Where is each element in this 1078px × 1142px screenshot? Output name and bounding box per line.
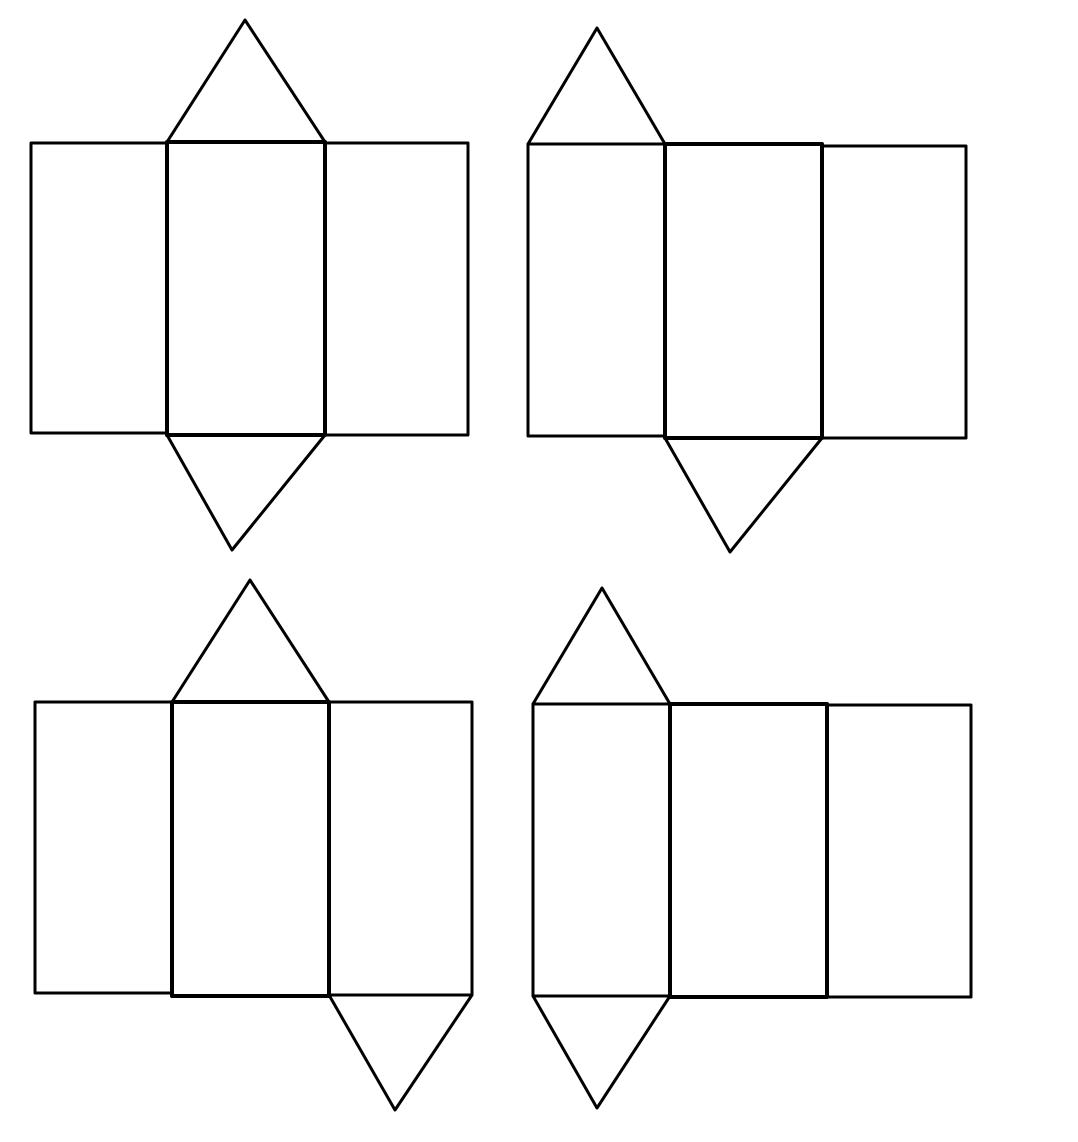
- net-3: [33, 578, 474, 1112]
- net-1-top-triangle: [165, 18, 327, 144]
- net-4-top-triangle: [531, 586, 672, 706]
- net-2-bottom-triangle: [663, 436, 824, 554]
- net-3-rect-3: [327, 700, 474, 997]
- net-2-top-triangle: [526, 26, 667, 146]
- net-2: [526, 26, 968, 554]
- net-1: [29, 18, 470, 552]
- net-4: [531, 586, 973, 1110]
- nets-layer: [29, 18, 973, 1112]
- net-2-rect-3: [820, 144, 968, 440]
- net-1-bottom-triangle: [165, 433, 327, 552]
- net-3-bottom-triangle: [327, 993, 474, 1112]
- net-1-rect-3: [323, 141, 470, 437]
- net-4-rect-3: [825, 703, 973, 999]
- net-4-bottom-triangle: [531, 994, 672, 1110]
- net-3-top-triangle: [170, 578, 331, 704]
